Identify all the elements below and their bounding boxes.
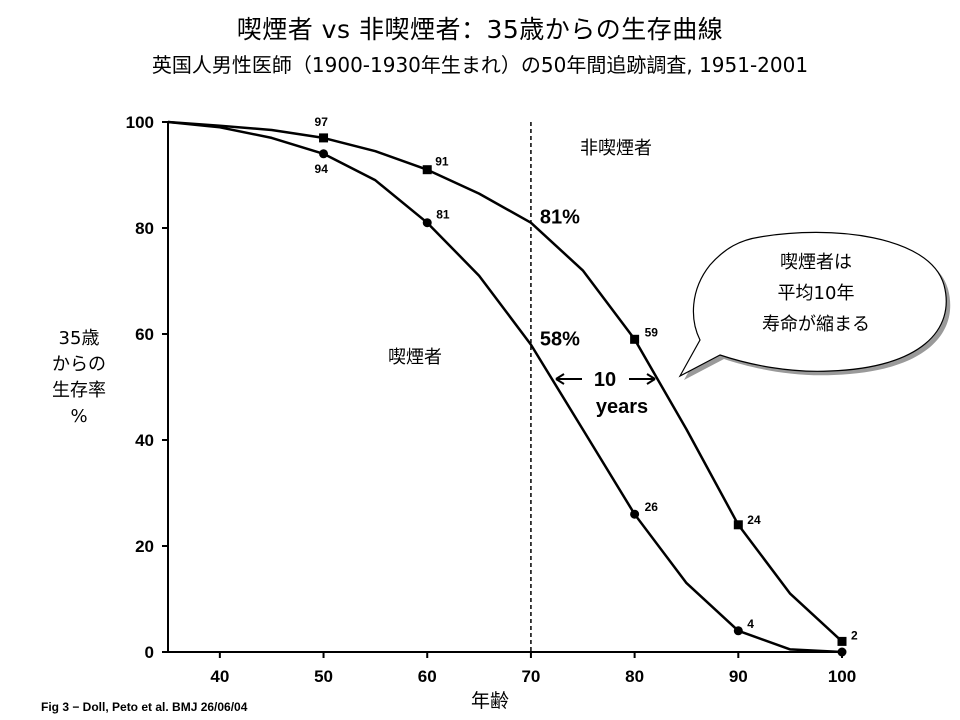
nonsmoker-data-label: 59 xyxy=(645,325,659,339)
y-tick-label: 80 xyxy=(135,219,154,238)
y-tick-label: 0 xyxy=(145,643,154,662)
gap-arrow-left-head xyxy=(555,373,565,385)
callout-line-1: 喫煙者は xyxy=(780,252,852,273)
gap-arrow-right-head xyxy=(646,373,656,385)
nonsmoker-data-label: 97 xyxy=(315,115,329,129)
smoker-data-point xyxy=(319,149,329,159)
annotation-smoker-58: 58% xyxy=(540,329,580,351)
gap-label-unit: years xyxy=(596,396,648,418)
nonsmoker-data-point xyxy=(422,165,432,175)
x-tick-label: 70 xyxy=(521,667,540,686)
smoker-data-point xyxy=(837,647,847,657)
y-axis-label-line-1: 35歳 xyxy=(58,328,100,349)
smoker-data-point xyxy=(630,509,640,519)
nonsmoker-survival-line xyxy=(167,120,843,643)
nonsmoker-data-point xyxy=(733,520,743,530)
callout-text: 喫煙者は 平均10年 寿命が縮まる xyxy=(742,247,890,340)
y-axis-label-line-2: からの xyxy=(52,354,106,375)
nonsmoker-data-point xyxy=(630,334,640,344)
y-axis-label-line-4: % xyxy=(70,406,88,427)
chart-title: 喫煙者 vs 非喫煙者：35歳からの生存曲線 xyxy=(236,15,724,44)
x-tick-label: 90 xyxy=(729,667,748,686)
smoker-data-label: 81 xyxy=(436,208,450,222)
nonsmoker-data-label: 2 xyxy=(851,628,858,642)
y-tick-label: 40 xyxy=(135,431,154,450)
callout-line-3: 寿命が縮まる xyxy=(762,314,870,335)
source-citation: Fig 3 − Doll, Peto et al. BMJ 26/06/04 xyxy=(41,700,248,714)
smoker-data-point xyxy=(422,218,432,228)
callout-bubble xyxy=(678,231,947,378)
y-axis-label: 35歳 からの 生存率 % xyxy=(40,326,118,430)
x-tick-label: 80 xyxy=(625,667,644,686)
series-label-nonsmoker: 非喫煙者 xyxy=(580,138,652,159)
y-axis-label-line-3: 生存率 xyxy=(52,380,106,401)
smoker-data-label: 94 xyxy=(315,162,329,176)
x-tick-label: 60 xyxy=(418,667,437,686)
nonsmoker-data-label: 91 xyxy=(435,155,449,169)
smoker-data-label: 4 xyxy=(747,617,754,631)
smoker-survival-line xyxy=(167,120,843,654)
series-label-smoker: 喫煙者 xyxy=(388,347,442,368)
chart-subtitle: 英国人男性医師（1900-1930年生まれ）の50年間追跡調査, 1951-20… xyxy=(151,53,809,77)
nonsmoker-data-point xyxy=(837,636,847,646)
nonsmoker-data-point xyxy=(319,133,329,143)
y-tick-label: 60 xyxy=(135,325,154,344)
annotation-nonsmoker-81: 81% xyxy=(540,207,580,229)
smoker-data-point xyxy=(733,626,743,636)
nonsmoker-data-label: 24 xyxy=(747,513,761,527)
y-tick-label: 100 xyxy=(126,113,154,132)
x-tick-label: 50 xyxy=(314,667,333,686)
callout-line-2: 平均10年 xyxy=(777,283,855,304)
smoker-data-label: 26 xyxy=(645,500,659,514)
y-tick-label: 20 xyxy=(135,537,154,556)
x-tick-label: 100 xyxy=(828,667,856,686)
x-tick-label: 40 xyxy=(210,667,229,686)
x-axis-label: 年齢 xyxy=(470,690,509,712)
gap-label-number: 10 xyxy=(594,369,616,391)
